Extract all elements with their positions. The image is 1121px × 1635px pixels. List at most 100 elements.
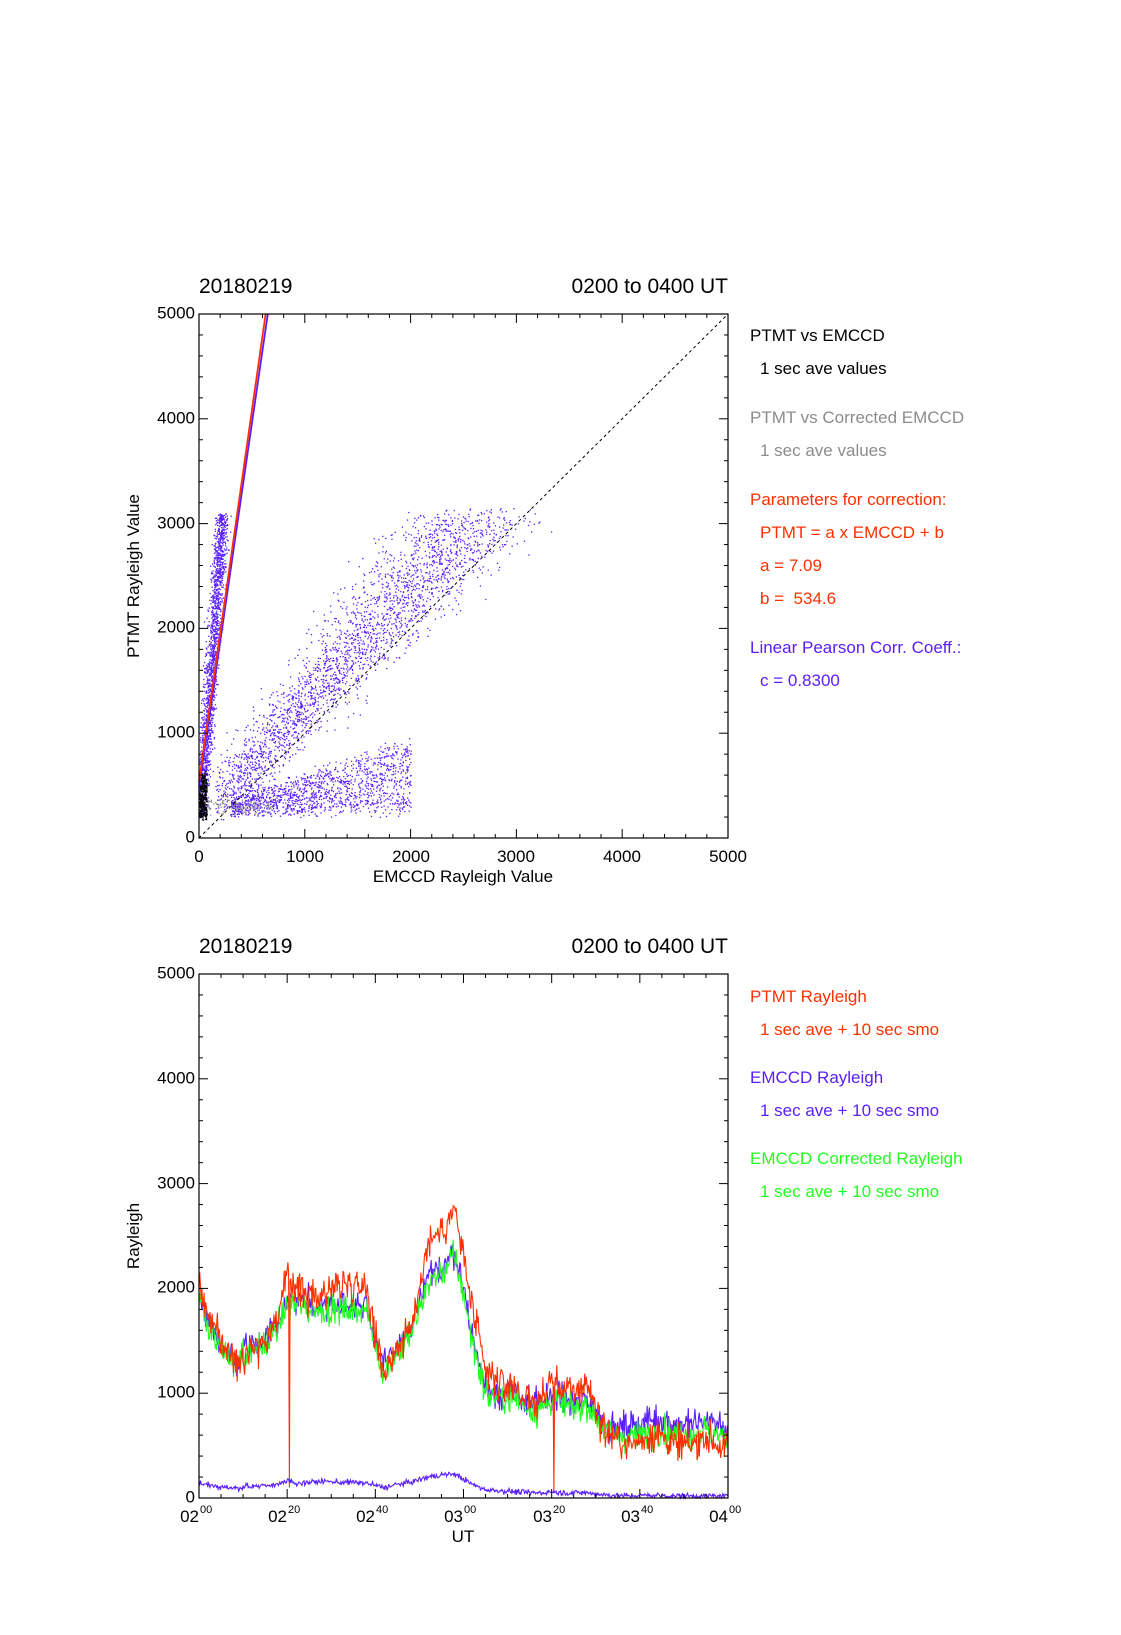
scatter-point	[428, 578, 430, 580]
scatter-point	[209, 640, 211, 642]
scatter-point	[472, 528, 475, 530]
scatter-point	[268, 761, 271, 764]
scatter-point	[234, 813, 236, 815]
scatter-point	[374, 762, 376, 764]
scatter-point	[355, 657, 357, 659]
scatter-point	[296, 710, 298, 712]
scatter-point	[372, 584, 374, 586]
scatter-point	[372, 775, 374, 777]
scatter-point	[449, 550, 452, 552]
scatter-point	[311, 687, 313, 689]
scatter-point	[324, 690, 326, 693]
scatter-point	[418, 605, 420, 607]
scatter-point	[361, 758, 363, 760]
scatter-point	[403, 591, 405, 593]
scatter-point	[252, 799, 254, 801]
scatter-point	[273, 802, 276, 804]
scatter-point	[379, 784, 381, 787]
scatter-point	[324, 664, 326, 666]
scatter-point	[409, 792, 411, 794]
scatter-point	[214, 725, 216, 728]
scatter-point	[449, 530, 452, 532]
scatter-point	[305, 732, 307, 734]
scatter-point	[295, 731, 297, 733]
scatter-point	[391, 797, 394, 799]
scatter-point	[411, 558, 414, 560]
scatter-point	[294, 727, 296, 729]
scatter-point	[211, 731, 213, 733]
scatter-point	[407, 582, 409, 584]
scatter-point	[375, 810, 377, 812]
scatter-point	[404, 586, 406, 588]
scatter-point	[270, 752, 272, 754]
scatter-point	[237, 805, 239, 807]
scatter-point	[202, 741, 205, 743]
scatter-point	[304, 746, 306, 748]
scatter-point	[310, 692, 312, 694]
scatter-point	[203, 683, 205, 686]
scatter-point	[367, 776, 369, 778]
scatter-point	[410, 534, 412, 536]
scatter-point	[282, 733, 285, 736]
scatter-point	[388, 632, 390, 634]
scatter-point	[382, 587, 384, 589]
scatter-point	[402, 797, 405, 800]
scatter-point	[405, 585, 407, 587]
scatter-point	[249, 750, 251, 752]
scatter-point	[392, 577, 394, 579]
scatter-point	[366, 695, 368, 697]
scatter-point	[334, 729, 336, 731]
scatter-point	[412, 580, 414, 582]
scatter-point	[259, 803, 261, 805]
scatter-point	[429, 571, 431, 573]
scatter-point	[375, 561, 378, 563]
scatter-point	[358, 566, 360, 568]
scatter-point	[380, 799, 382, 801]
scatter-point	[304, 695, 306, 697]
scatter-point	[410, 618, 412, 620]
scatter-point	[252, 757, 254, 760]
scatter-point	[367, 644, 369, 646]
scatter-point	[378, 539, 380, 541]
scatter-point	[370, 655, 372, 657]
scatter-point	[265, 731, 268, 733]
scatter-point	[293, 784, 295, 786]
scatter-point	[278, 765, 280, 767]
scatter-point	[284, 724, 286, 726]
scatter-point	[444, 574, 446, 576]
scatter-point	[472, 532, 474, 534]
scatter-point	[210, 648, 212, 650]
scatter-point	[398, 621, 401, 623]
scatter-point	[232, 775, 234, 777]
scatter-point	[217, 597, 219, 599]
scatter-point	[408, 639, 410, 641]
scatter-point	[222, 558, 224, 560]
scatter-point	[348, 780, 350, 783]
scatter-point	[207, 804, 209, 806]
scatter-point	[320, 795, 323, 797]
scatter-point	[375, 644, 378, 646]
scatter-point	[214, 618, 216, 620]
scatter-point	[267, 812, 269, 814]
scatter-point	[203, 700, 205, 702]
scatter-point	[405, 759, 407, 762]
scatter-point	[381, 778, 383, 781]
scatter-point	[297, 781, 300, 783]
scatter-point	[326, 720, 329, 722]
scatter-point	[302, 718, 304, 720]
scatter-point	[310, 777, 312, 779]
scatter-point	[228, 764, 230, 766]
scatter-point	[391, 534, 393, 536]
scatter-point	[367, 801, 369, 803]
scatter-point	[230, 779, 232, 781]
scatter-point	[235, 793, 237, 795]
scatter-point	[393, 557, 396, 559]
scatter-point	[496, 562, 499, 564]
scatter-point	[359, 649, 361, 652]
scatter-point	[438, 590, 440, 592]
scatter-point	[215, 571, 217, 573]
scatter-point	[389, 600, 391, 602]
scatter-point	[304, 683, 306, 686]
scatter-point	[305, 797, 308, 799]
scatter-point	[235, 755, 238, 757]
